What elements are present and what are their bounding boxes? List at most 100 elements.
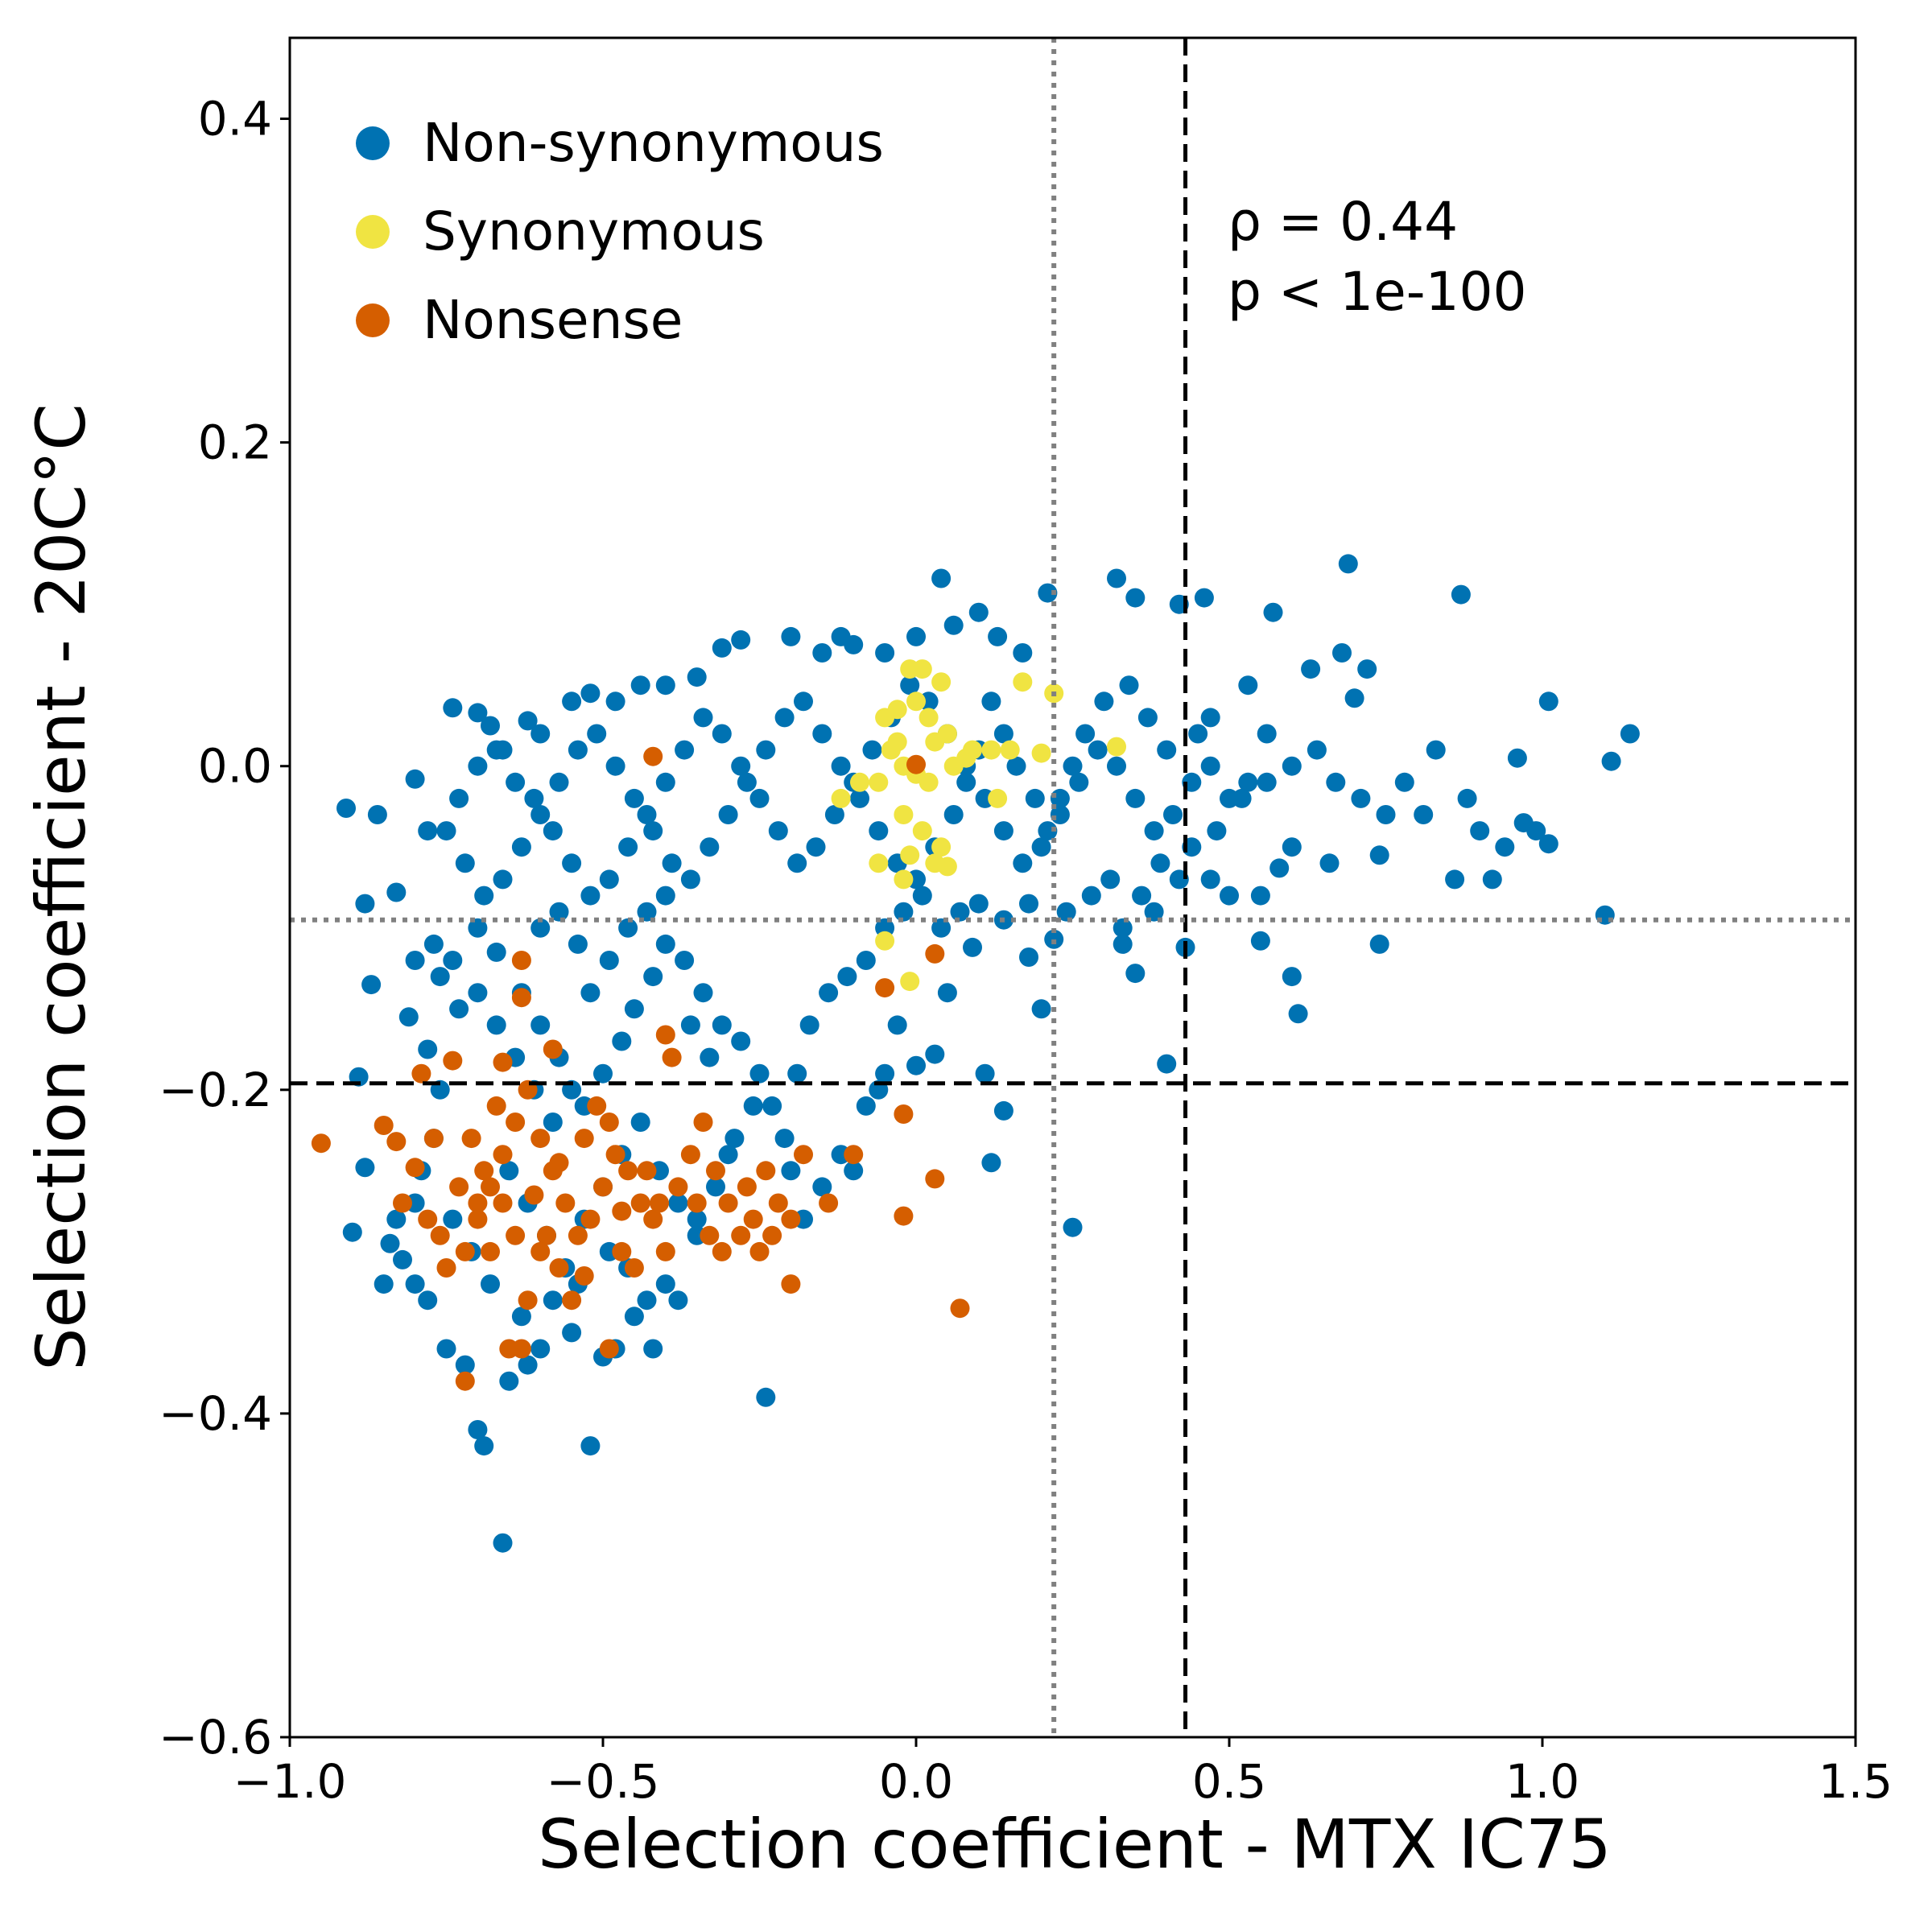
non-synonymous-point [530, 918, 551, 938]
non-synonymous-point [336, 799, 356, 818]
non-synonymous-point [687, 667, 707, 687]
y-tick-label: −0.4 [159, 1386, 272, 1441]
non-synonymous-point [1282, 756, 1302, 776]
non-synonymous-point [844, 1161, 864, 1181]
nonsense-point [493, 1145, 513, 1165]
non-synonymous-point [562, 1323, 582, 1343]
non-synonymous-point [455, 1355, 475, 1375]
non-synonymous-point [718, 1145, 738, 1165]
non-synonymous-point [530, 1339, 551, 1359]
non-synonymous-point [443, 698, 463, 718]
legend-marker [356, 303, 390, 337]
non-synonymous-point [1075, 724, 1096, 744]
synonymous-point [831, 788, 851, 808]
non-synonymous-point [743, 1096, 763, 1116]
nonsense-point [743, 1209, 763, 1229]
non-synonymous-point [405, 951, 425, 970]
non-synonymous-point [1038, 821, 1058, 841]
non-synonymous-point [806, 837, 826, 857]
nonsense-point [593, 1177, 613, 1197]
non-synonymous-point [756, 740, 776, 760]
nonsense-point [436, 1258, 456, 1278]
non-synonymous-point [1125, 588, 1146, 608]
nonsense-point [374, 1116, 394, 1135]
non-synonymous-point [1394, 772, 1414, 792]
non-synonymous-point [1081, 886, 1101, 906]
nonsense-point [574, 1266, 594, 1286]
synonymous-point [931, 837, 952, 857]
nonsense-point [925, 1169, 945, 1189]
non-synonymous-point [493, 869, 513, 890]
non-synonymous-point [680, 869, 700, 890]
nonsense-point [687, 1193, 707, 1213]
non-synonymous-point [712, 1015, 732, 1035]
non-synonymous-point [486, 1015, 506, 1035]
non-synonymous-point [1188, 724, 1208, 744]
non-synonymous-point [624, 788, 644, 808]
synonymous-point [919, 708, 939, 728]
non-synonymous-point [1031, 837, 1051, 857]
non-synonymous-point [506, 772, 526, 792]
synonymous-point [900, 845, 920, 865]
non-synonymous-point [1414, 805, 1434, 824]
non-synonymous-point [906, 626, 926, 646]
synonymous-point [1107, 737, 1126, 757]
non-synonymous-point [912, 886, 932, 906]
non-synonymous-point [724, 1129, 745, 1149]
x-axis-ticks: −1.0 −0.5 0.0 0.5 1.0 1.5 [233, 1737, 1893, 1809]
non-synonymous-point [418, 1039, 438, 1059]
synonymous-point [869, 853, 889, 873]
non-synonymous-point [1326, 772, 1346, 792]
nonsense-point [468, 1193, 488, 1213]
x-tick-label: 0.0 [879, 1754, 953, 1809]
nonsense-point [418, 1209, 438, 1229]
non-synonymous-point [530, 724, 551, 744]
non-synonymous-point [1269, 858, 1290, 878]
non-synonymous-point [812, 724, 832, 744]
nonsense-point [700, 1225, 720, 1245]
nonsense-point [430, 1225, 450, 1245]
non-synonymous-point [1200, 869, 1220, 890]
non-synonymous-point [549, 772, 569, 792]
non-synonymous-point [1220, 788, 1239, 808]
synonymous-point [956, 748, 976, 768]
points-layer [311, 554, 1640, 1553]
non-synonymous-point [1250, 931, 1270, 951]
non-synonymous-point [1282, 837, 1302, 857]
non-synonymous-point [943, 805, 964, 824]
x-tick-label: −0.5 [547, 1754, 660, 1809]
nonsense-point [819, 1193, 839, 1213]
legend-label: Nonsense [423, 289, 683, 351]
non-synonymous-point [1344, 688, 1364, 708]
nonsense-point [511, 988, 531, 1008]
nonsense-point [449, 1177, 469, 1197]
non-synonymous-point [405, 1274, 425, 1294]
nonsense-point [768, 1193, 788, 1213]
legend-marker [356, 126, 390, 160]
non-synonymous-point [993, 821, 1013, 841]
non-synonymous-point [875, 643, 895, 663]
non-synonymous-point [436, 821, 456, 841]
non-synonymous-point [1238, 772, 1258, 792]
non-synonymous-point [749, 1063, 770, 1084]
legend: Non-synonymous Synonymous Nonsense [356, 112, 884, 351]
non-synonymous-point [1457, 788, 1477, 808]
non-synonymous-point [618, 918, 638, 938]
non-synonymous-point [1044, 929, 1064, 949]
non-synonymous-point [486, 942, 506, 962]
non-synonymous-point [1113, 934, 1133, 954]
nonsense-point [749, 1241, 770, 1261]
x-tick-label: 1.5 [1818, 1754, 1893, 1809]
x-axis-label: Selection coefficient - MTX IC75 [538, 1805, 1612, 1884]
non-synonymous-point [468, 703, 488, 723]
plot-frame [288, 36, 1857, 1739]
non-synonymous-point [718, 805, 738, 824]
non-synonymous-point [956, 772, 976, 792]
non-synonymous-point [668, 1290, 688, 1311]
synonymous-point [887, 700, 907, 720]
nonsense-point [655, 1025, 675, 1045]
non-synonymous-point [1144, 902, 1164, 922]
synonymous-point [869, 772, 889, 792]
nonsense-point [423, 1129, 444, 1149]
synonymous-point [988, 788, 1008, 808]
